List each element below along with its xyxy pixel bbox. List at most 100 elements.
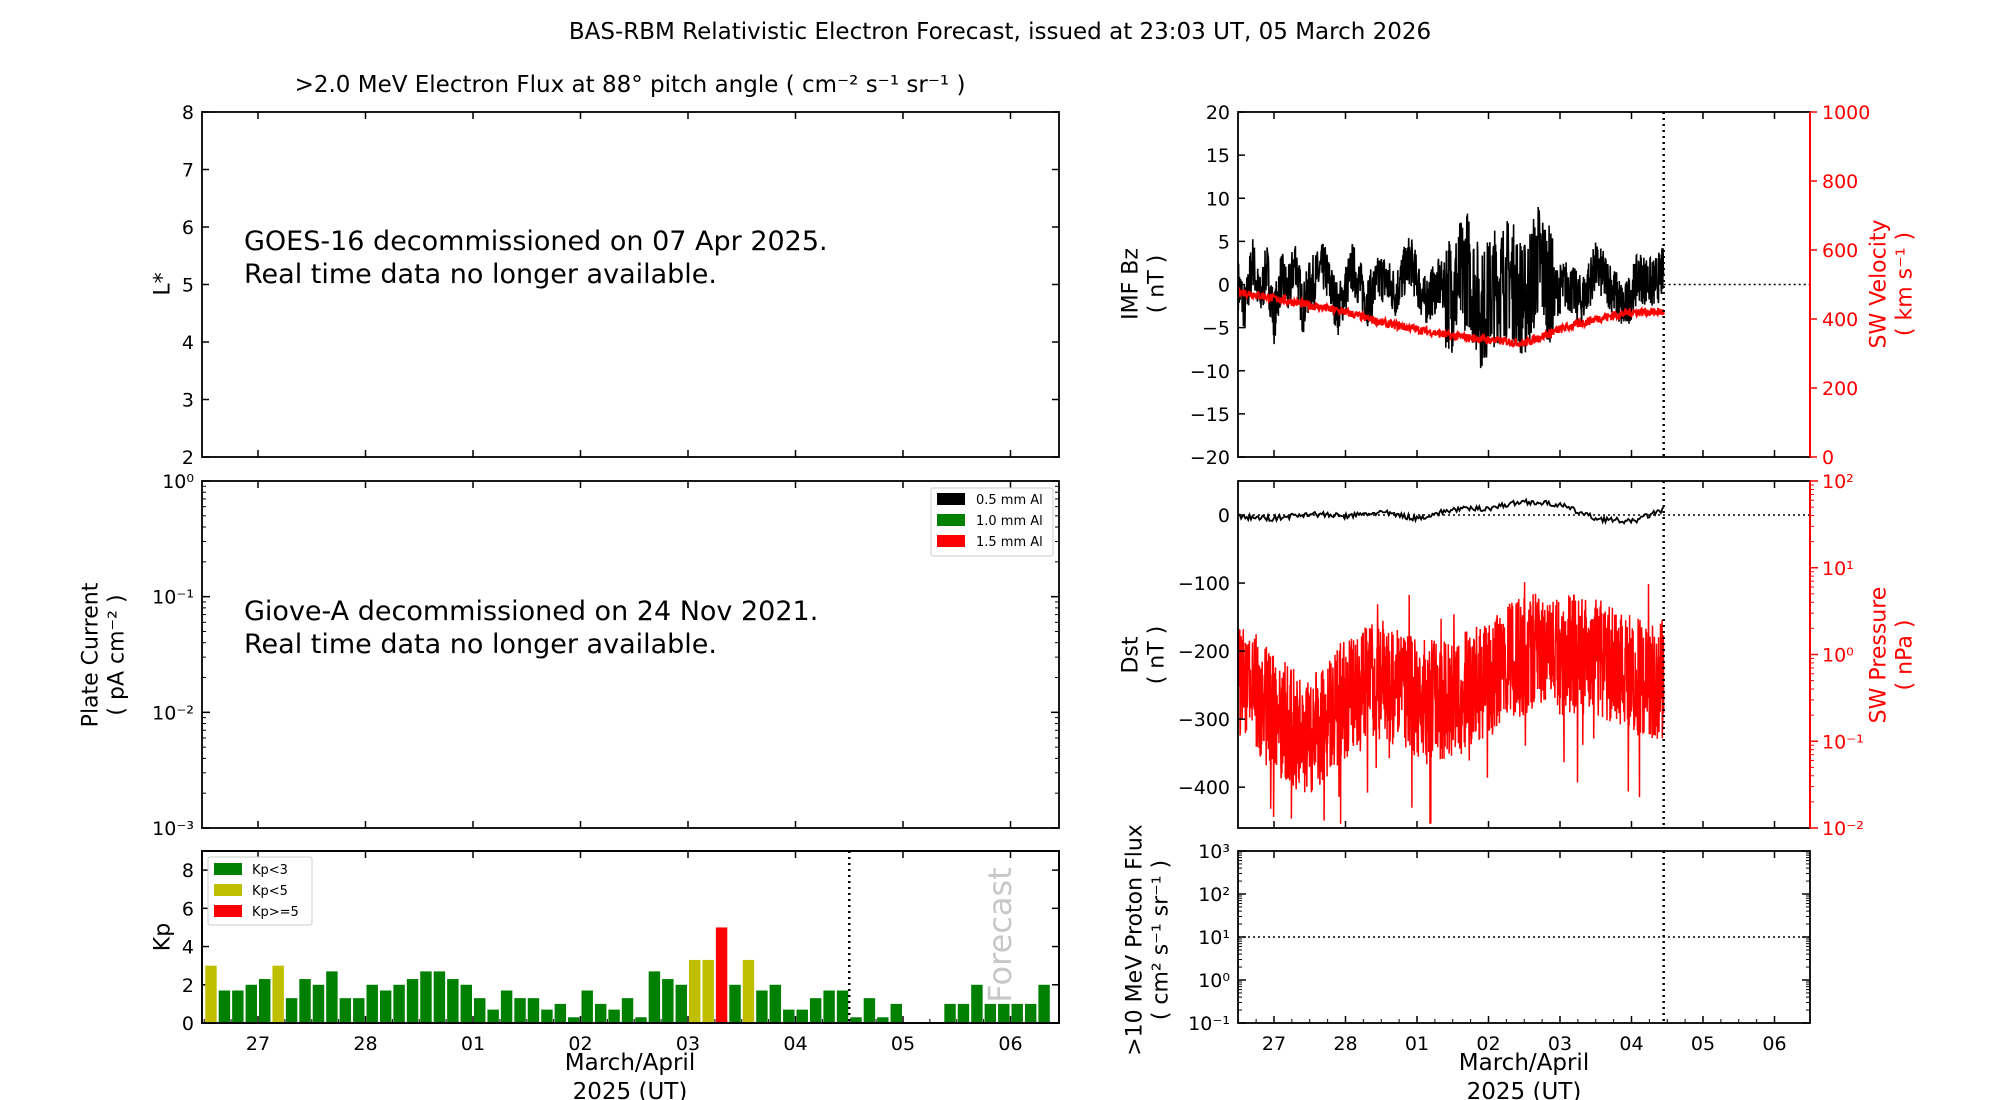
y-right-tick-label: 400 — [1822, 309, 1858, 331]
kp-bar — [420, 971, 432, 1023]
annotation-line: GOES-16 decommissioned on 07 Apr 2025. — [244, 226, 828, 257]
annotation-line: Giove-A decommissioned on 24 Nov 2021. — [244, 596, 818, 627]
y-tick-label: −20 — [1190, 447, 1230, 469]
x-tick-label: 06 — [998, 1033, 1022, 1055]
sw-velocity-series — [1237, 287, 1665, 348]
y-right-axis-label: SW Pressure — [1867, 587, 1892, 724]
kp-bar — [971, 984, 983, 1023]
y-right-tick-label: 1000 — [1822, 102, 1870, 124]
y-tick-label: 15 — [1206, 145, 1230, 167]
kp-bar — [863, 998, 876, 1023]
x-tick-label: 03 — [676, 1033, 700, 1055]
kp-bar — [769, 984, 782, 1023]
kp-bar — [809, 998, 822, 1023]
legend-swatch — [937, 514, 965, 526]
y-axis-label: Plate Current — [79, 582, 104, 727]
kp-bar — [527, 998, 540, 1023]
dst-series — [1237, 497, 1665, 526]
sw-pressure-series — [1237, 582, 1665, 824]
x-tick-label: 05 — [1691, 1033, 1715, 1055]
legend: Kp<3 Kp<5 Kp>=5 — [207, 856, 313, 926]
y-right-tick-label: 10⁻¹ — [1822, 731, 1864, 753]
kp-bar — [447, 979, 459, 1023]
kp-bar — [957, 1003, 970, 1023]
kp-bar — [393, 984, 405, 1023]
y-tick-label: −400 — [1178, 777, 1230, 799]
x-tick-label: 02 — [568, 1033, 592, 1055]
kp-bar — [474, 998, 486, 1023]
legend-swatch — [214, 863, 242, 875]
y-tick-label: 20 — [1206, 102, 1230, 124]
kp-bar — [944, 1003, 956, 1023]
kp-bar — [406, 979, 419, 1023]
y-tick-label: 6 — [182, 898, 194, 920]
y-tick-label: 10³ — [1198, 841, 1230, 863]
x-tick-label: 27 — [246, 1033, 270, 1055]
y-tick-label: 7 — [182, 160, 194, 182]
kp-bar — [756, 990, 768, 1023]
legend: 0.5 mm Al 1.0 mm Al 1.5 mm Al — [930, 487, 1054, 557]
kp-bar — [500, 990, 513, 1023]
kp-bar — [487, 1009, 499, 1023]
kp-bar — [702, 959, 714, 1023]
plate-current-panel: 10⁻³ 10⁻² 10⁻¹ 10⁰ Plate Current( pA cm⁻² ) G… — [79, 471, 1060, 840]
y-axis-label: Dst — [1119, 636, 1144, 673]
kp-bar — [460, 984, 472, 1023]
kp-bar — [836, 990, 849, 1023]
y-tick-label: 8 — [182, 860, 194, 882]
y-right-tick-label: 800 — [1822, 171, 1858, 193]
legend-swatch — [214, 905, 242, 917]
y-right-axis-label: ( km s⁻¹ ) — [1893, 232, 1918, 336]
y-tick-label: −100 — [1178, 573, 1230, 595]
y-tick-label: −10 — [1190, 361, 1230, 383]
kp-bar — [366, 984, 378, 1023]
y-tick-label: 10⁻¹ — [152, 587, 194, 609]
kp-bar — [218, 990, 231, 1023]
y-tick-label: 5 — [182, 275, 194, 297]
x-axis-label: 2025 (UT) — [1467, 1079, 1582, 1100]
kp-bar — [433, 971, 446, 1023]
x-tick-label: 27 — [1262, 1033, 1286, 1055]
kp-bar — [742, 959, 755, 1023]
y-tick-label: −200 — [1178, 641, 1230, 663]
y-tick-label: 4 — [182, 332, 194, 354]
y-axis-label: ( pA cm⁻² ) — [105, 594, 130, 715]
x-tick-label: 01 — [461, 1033, 485, 1055]
y-tick-label: 10² — [1198, 884, 1230, 906]
electron-flux-panel: >2.0 MeV Electron Flux at 88° pitch angl… — [151, 72, 1060, 469]
kp-bar — [205, 965, 217, 1023]
y-tick-label: 2 — [182, 975, 194, 997]
kp-bar — [675, 984, 687, 1023]
kp-bar — [689, 959, 701, 1023]
kp-bar — [783, 1009, 795, 1023]
y-right-tick-label: 10⁻² — [1822, 818, 1864, 840]
kp-bar — [1038, 984, 1050, 1023]
legend-swatch — [937, 493, 965, 505]
y-tick-label: 6 — [182, 217, 194, 239]
kp-bar — [984, 1003, 997, 1023]
legend-label: 1.0 mm Al — [976, 514, 1043, 529]
y-tick-label: 0 — [1218, 505, 1230, 527]
y-tick-label: 10 — [1206, 188, 1230, 210]
y-tick-label: 10⁻³ — [152, 818, 194, 840]
y-tick-label: 10¹ — [1198, 927, 1230, 949]
kp-bar — [796, 1009, 808, 1023]
y-axis-label: L* — [151, 272, 176, 295]
y-axis-label: ( nT ) — [1145, 626, 1170, 685]
y-axis-label: Kp — [151, 923, 176, 951]
kp-bar — [648, 971, 661, 1023]
kp-bar — [299, 979, 311, 1023]
figure-title: BAS-RBM Relativistic Electron Forecast, … — [569, 19, 1431, 45]
x-tick-label: 02 — [1476, 1033, 1500, 1055]
y-right-axis-label: ( nPa ) — [1893, 620, 1918, 691]
y-right-tick-label: 600 — [1822, 240, 1858, 262]
kp-bar — [245, 984, 257, 1023]
legend-label: 0.5 mm Al — [976, 493, 1043, 508]
x-tick-label: 01 — [1405, 1033, 1429, 1055]
kp-bar — [715, 927, 728, 1023]
legend-label: Kp<3 — [252, 863, 288, 878]
kp-bar — [877, 1017, 889, 1023]
